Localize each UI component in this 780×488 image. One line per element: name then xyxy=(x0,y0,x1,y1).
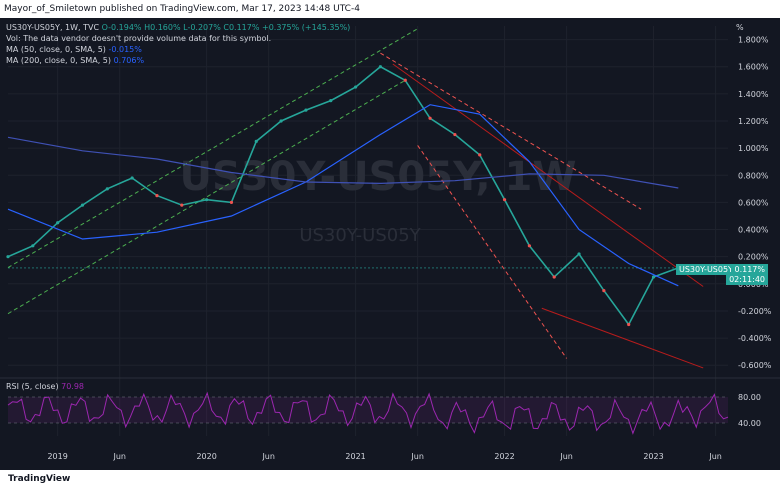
ma200-value: 0.706% xyxy=(113,56,145,65)
rsi-value: 70.98 xyxy=(61,382,85,391)
data-point xyxy=(453,132,457,137)
ma200-label: MA (200, close, 0, SMA, 5) xyxy=(6,56,112,65)
data-point xyxy=(428,116,432,120)
data-point xyxy=(651,275,656,279)
x-tick-label: Jun xyxy=(708,452,722,461)
data-point xyxy=(378,65,383,69)
data-point xyxy=(6,255,10,259)
ma50-label: MA (50, close, 0, SMA, 5) xyxy=(6,45,106,54)
grid xyxy=(8,26,728,436)
x-tick-label: Jun xyxy=(261,452,275,461)
rsi-panel: 80.00 40.00 xyxy=(0,377,780,435)
data-point xyxy=(478,153,482,157)
y-tick-label: 1.400% xyxy=(738,90,769,99)
rsi-line xyxy=(7,391,729,435)
y-axis: 1.800% 1.600% 1.400% 1.200% 1.000% 0.800% 0.60… xyxy=(738,36,772,371)
data-point xyxy=(602,288,606,293)
tradingview-logo: TradingView xyxy=(8,470,70,488)
data-point xyxy=(254,139,258,143)
ma50-row: MA (50, close, 0, SMA, 5) -0.015% xyxy=(6,44,350,55)
data-point xyxy=(130,176,134,180)
x-tick-label: 2021 xyxy=(345,452,365,461)
rsi-legend: RSI (5, close) 70.98 xyxy=(6,382,84,391)
symbol-price-tag: US30Y-US05Y xyxy=(676,264,736,275)
y-tick-label: 0.800% xyxy=(738,171,769,180)
legend: US30Y-US05Y, 1W, TVC O-0.194% H0.160% L-… xyxy=(6,22,350,66)
trendline-upper xyxy=(392,63,704,287)
data-point xyxy=(403,78,407,82)
data-point xyxy=(279,119,283,123)
watermark-big: US30Y-US05Y, 1W xyxy=(179,154,576,200)
watermark-small: US30Y-US05Y xyxy=(299,225,421,246)
x-tick-label: Jun xyxy=(559,452,573,461)
data-point xyxy=(627,322,631,327)
y-tick-label: 0.600% xyxy=(738,198,769,207)
ohlc-values: O-0.194% H0.160% L-0.207% C0.117% +0.375… xyxy=(101,23,351,32)
y-tick-label: -0.400% xyxy=(738,334,772,343)
ma50-value: -0.015% xyxy=(108,45,142,54)
x-tick-label: 2020 xyxy=(196,452,216,461)
data-point xyxy=(577,252,581,256)
x-axis: 2019 Jun 2020 Jun 2021 Jun 2022 Jun 2023 Jun xyxy=(47,452,721,461)
channel-upper-green xyxy=(7,28,418,268)
y-tick-label: 1.600% xyxy=(738,63,769,72)
last-price-tag: 0.117% xyxy=(731,264,768,275)
data-point xyxy=(527,244,531,248)
x-tick-label: Jun xyxy=(112,452,126,461)
data-point xyxy=(31,244,35,248)
legend-symbol-row: US30Y-US05Y, 1W, TVC O-0.194% H0.160% L-… xyxy=(6,22,350,33)
data-point xyxy=(304,108,308,112)
y-tick-label: -0.200% xyxy=(738,307,772,316)
price-chart[interactable]: US30Y-US05Y, 1W US30Y-US05Y 1.800% 1.600%… xyxy=(0,18,780,470)
publish-bar: Mayor_of_Smiletown published on TradingV… xyxy=(0,0,780,18)
data-point xyxy=(180,203,184,207)
x-tick-label: 2023 xyxy=(643,452,663,461)
y-tick-label: 1.800% xyxy=(738,36,769,45)
series-line-1 xyxy=(7,104,679,287)
chart-area[interactable]: US30Y-US05Y, 1W US30Y-US05Y 1.800% 1.600%… xyxy=(0,18,780,470)
x-tick-label: 2022 xyxy=(494,452,514,461)
data-point xyxy=(155,194,159,198)
y-tick-label: 0.200% xyxy=(738,253,769,262)
ma200-row: MA (200, close, 0, SMA, 5) 0.706% xyxy=(6,55,350,66)
x-tick-label: Jun xyxy=(410,452,424,461)
y-tick-label: 1.000% xyxy=(738,144,769,153)
data-point xyxy=(552,275,556,279)
publish-line: Mayor_of_Smiletown published on TradingV… xyxy=(4,4,360,14)
symbol-line: US30Y-US05Y, 1W, TVC xyxy=(6,23,100,32)
y-tick-label: 0.400% xyxy=(738,226,769,235)
data-point xyxy=(502,198,507,202)
rsi-level-label: 80.00 xyxy=(738,393,761,402)
series-line-0 xyxy=(7,65,679,327)
data-point xyxy=(80,203,85,207)
y-tick-label: 1.200% xyxy=(738,117,769,126)
series-line-2 xyxy=(7,136,679,189)
axis-unit: % xyxy=(736,23,744,32)
footer: TradingView xyxy=(0,470,780,488)
x-tick-label: 2019 xyxy=(47,452,67,461)
volume-note: Vol: The data vendor doesn't provide vol… xyxy=(6,34,272,43)
data-point xyxy=(205,198,209,202)
data-point xyxy=(56,221,60,225)
y-tick-label: -0.600% xyxy=(738,361,772,370)
rsi-label: RSI (5, close) xyxy=(6,382,59,391)
rsi-level-label: 40.00 xyxy=(738,419,761,428)
tradingview-logo-text: TradingView xyxy=(8,474,71,484)
data-point xyxy=(105,187,109,191)
data-point xyxy=(229,200,234,204)
data-point xyxy=(329,99,333,103)
channel-upper-red xyxy=(380,52,642,210)
countdown-tag: 02:11:40 xyxy=(726,274,768,285)
data-point xyxy=(353,85,358,89)
trendline-lower xyxy=(541,307,704,369)
